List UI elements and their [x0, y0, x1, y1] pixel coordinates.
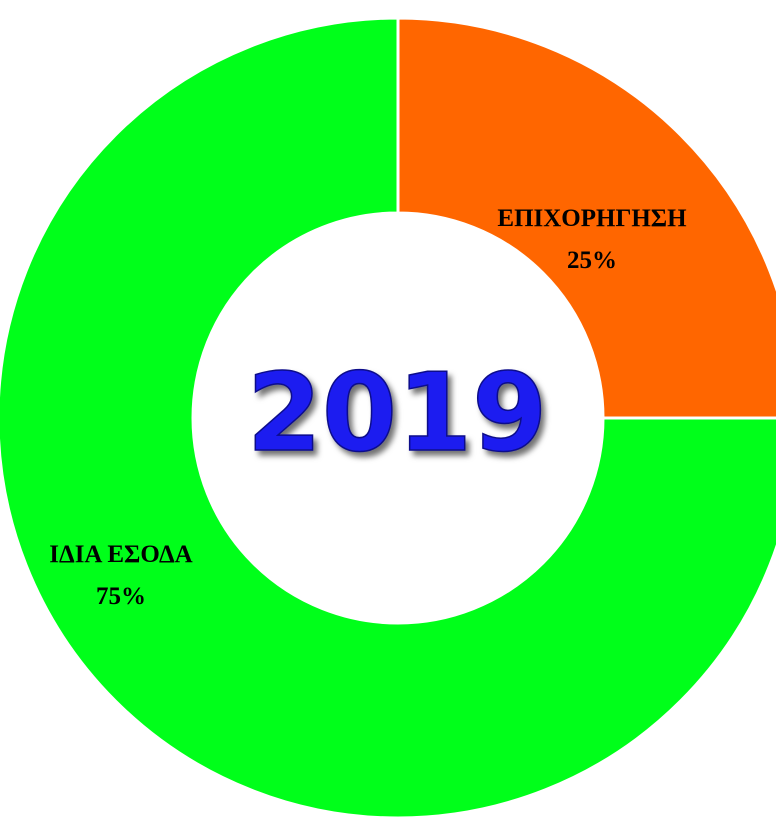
slice-name-label: ΙΔΙΑ ΕΣΟΔΑ — [49, 541, 192, 568]
donut-slice — [396, 16, 776, 420]
slice-value-label: 75% — [96, 583, 146, 610]
donut-slices — [0, 16, 776, 818]
center-year-label: 2019 — [247, 351, 548, 476]
slice-value-label: 25% — [567, 247, 617, 274]
slice-labels: ΕΠΙΧΟΡΗΓΗΣΗ 25% ΙΔΙΑ ΕΣΟΔΑ 75% — [49, 205, 687, 610]
donut-slice — [0, 16, 776, 818]
slice-name-label: ΕΠΙΧΟΡΗΓΗΣΗ — [497, 205, 687, 232]
